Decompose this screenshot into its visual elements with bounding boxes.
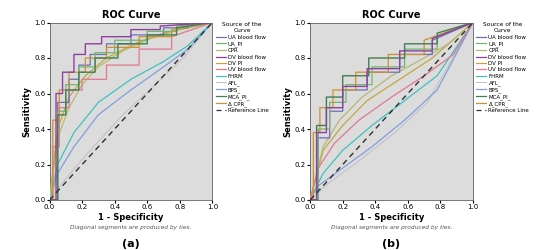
Text: Diagonal segments are produced by ties.: Diagonal segments are produced by ties. <box>331 225 452 230</box>
Y-axis label: Sensitivity: Sensitivity <box>23 86 31 137</box>
Title: ROC Curve: ROC Curve <box>102 10 160 20</box>
Title: ROC Curve: ROC Curve <box>362 10 421 20</box>
Text: (b): (b) <box>382 239 400 249</box>
X-axis label: 1 - Specificity: 1 - Specificity <box>98 213 164 222</box>
Legend: UA blood flow, UA_PI, CPR, DV blood flow, DV PI, UV blood flow, FHRM, AFL_, BPS_: UA blood flow, UA_PI, CPR, DV blood flow… <box>216 22 268 114</box>
Y-axis label: Sensitivity: Sensitivity <box>283 86 292 137</box>
Legend: UA blood flow, UA_PI, CPR, DV blood flow, DV PI, UV blood flow, FHRM, AFL_, BPS_: UA blood flow, UA_PI, CPR, DV blood flow… <box>476 22 529 114</box>
X-axis label: 1 - Specificity: 1 - Specificity <box>359 213 424 222</box>
Text: (a): (a) <box>122 239 140 249</box>
Text: Diagonal segments are produced by ties.: Diagonal segments are produced by ties. <box>70 225 191 230</box>
